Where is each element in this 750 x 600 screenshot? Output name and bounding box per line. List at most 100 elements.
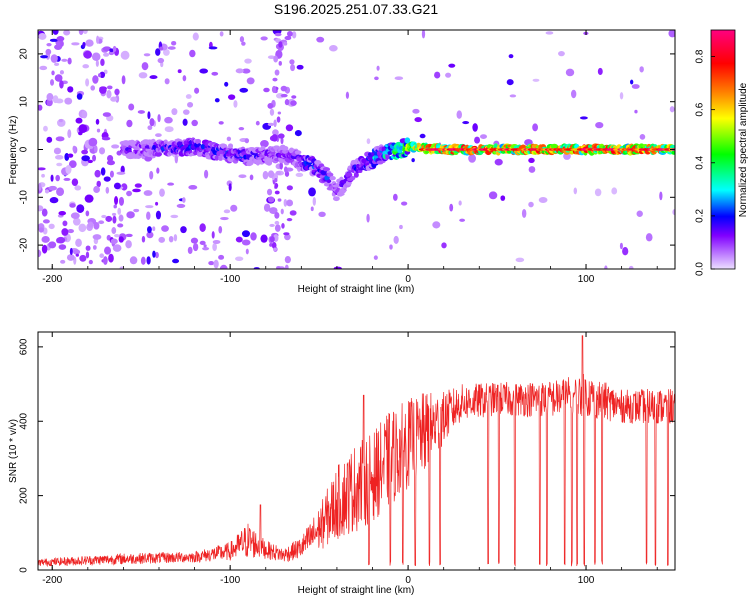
spectrogram-blob (432, 221, 441, 229)
spectrogram-blob (61, 228, 69, 236)
spectrogram-blob (274, 224, 281, 232)
spectrogram-blob (143, 53, 151, 57)
spectrogram-blob (103, 176, 111, 182)
spectrogram-blob (126, 119, 133, 128)
spectrogram-blob (145, 205, 154, 209)
spectrogram-blob (419, 133, 426, 139)
spectrogram-blob (82, 64, 90, 69)
spectrogram-blob (284, 264, 289, 269)
spectrogram-blob (46, 93, 54, 101)
spectrogram-blob (157, 57, 165, 64)
spectrogram-blob (65, 165, 72, 175)
spectrogram-blob (187, 101, 194, 108)
spectrogram-blob (164, 116, 173, 124)
spectrogram-blob (645, 233, 653, 242)
spectrogram-blob (241, 68, 251, 74)
spectrogram-blob (64, 97, 73, 105)
spectrogram-blob (212, 239, 221, 245)
spectrogram-blob (58, 244, 67, 250)
spectrogram-blob (171, 108, 178, 116)
spectrogram-blob (70, 212, 80, 219)
spectrogram-blob (214, 98, 220, 103)
spectrogram-blob (227, 143, 234, 149)
spectrogram-blob (108, 253, 114, 263)
spectrogram-blob (199, 68, 209, 74)
spectrogram-blob (255, 120, 260, 126)
spectrogram-blob (137, 110, 145, 114)
spectrogram-blob (192, 242, 199, 252)
spectrogram-blob (87, 159, 93, 164)
spectrogram-blob (154, 251, 159, 259)
spectrogram-blob (121, 75, 126, 85)
spectrogram-blob (155, 133, 162, 137)
spectrogram-blob (274, 182, 279, 189)
spectrogram-blob (41, 244, 48, 254)
spectrogram-blob (441, 242, 447, 249)
spectrogram-blob (238, 174, 247, 179)
spectrogram-blob (54, 44, 63, 50)
spectrogram-blob (639, 66, 644, 73)
spectrogram-blob (316, 36, 325, 43)
spectrogram-blob (43, 125, 48, 132)
spectrogram-blob (90, 85, 96, 91)
spectrogram-blob (157, 114, 161, 123)
spectrogram-blob (218, 121, 224, 125)
spectrogram-blob (468, 154, 476, 163)
spectrogram-blob (333, 266, 342, 269)
spectrogram-blob (39, 65, 48, 71)
spectrogram-blob (140, 256, 146, 265)
spectrogram-blob (58, 210, 67, 216)
spectrogram-blob (66, 254, 75, 261)
spectrogram-blob (159, 188, 165, 197)
spectrogram-blob (85, 251, 90, 259)
spectrogram-blob (269, 235, 275, 243)
spectrogram-blob (434, 71, 441, 79)
spectrogram-blob (508, 54, 514, 59)
y-tick-label: 400 (19, 412, 30, 429)
colorbar-tick-label: 0.0 (695, 262, 706, 276)
spectrogram-blob (345, 91, 350, 99)
spectrogram-blob (280, 137, 284, 145)
spectrogram-blob (180, 226, 187, 234)
spectrogram-blob (76, 204, 85, 213)
spectrogram-blob (273, 247, 277, 251)
spectrogram-blob (126, 211, 135, 219)
spectrogram-blob (329, 175, 336, 181)
colorbar-tick-label: 0.6 (695, 102, 706, 116)
spectrogram-blob (88, 137, 98, 147)
spectrogram-blob (376, 65, 380, 71)
spectrogram-blob (267, 170, 275, 179)
spectrogram-blob (290, 64, 296, 72)
spectrogram-blob (141, 62, 149, 71)
spectrogram-blob (56, 236, 66, 244)
spectrogram-blob (619, 242, 623, 250)
spectrogram-blob (239, 36, 245, 43)
spectrogram-blob (521, 208, 527, 218)
spectrogram-blob (46, 43, 52, 47)
spectrogram-blob (246, 77, 255, 85)
spectrogram-blob (284, 166, 288, 173)
spectrogram-blob (81, 155, 90, 162)
spectrogram-blob (56, 162, 63, 167)
spectrogram-blob (52, 30, 59, 35)
spectrogram-blob (42, 219, 50, 224)
spectrogram-blob (78, 30, 84, 36)
spectrogram-blob (274, 190, 280, 195)
spectrogram-blob (158, 236, 166, 243)
spectrogram-blob (60, 40, 64, 47)
spectrogram-blob (182, 109, 190, 115)
spectrogram-blob (171, 41, 177, 46)
spectrogram-blob (274, 211, 280, 219)
spectrogram-blob (75, 117, 83, 124)
spectrogram-blob (286, 185, 293, 191)
spectrogram-blob (550, 143, 559, 149)
spectrogram-blob (214, 155, 219, 161)
spectrogram-blob (458, 200, 462, 206)
spectrogram-blob (202, 246, 210, 251)
spectrogram-blob (280, 85, 288, 92)
spectrogram-blob (54, 62, 60, 67)
spectrogram-blob (286, 199, 294, 207)
spectrogram-blob (399, 224, 403, 230)
spectrogram-blob (412, 108, 420, 114)
